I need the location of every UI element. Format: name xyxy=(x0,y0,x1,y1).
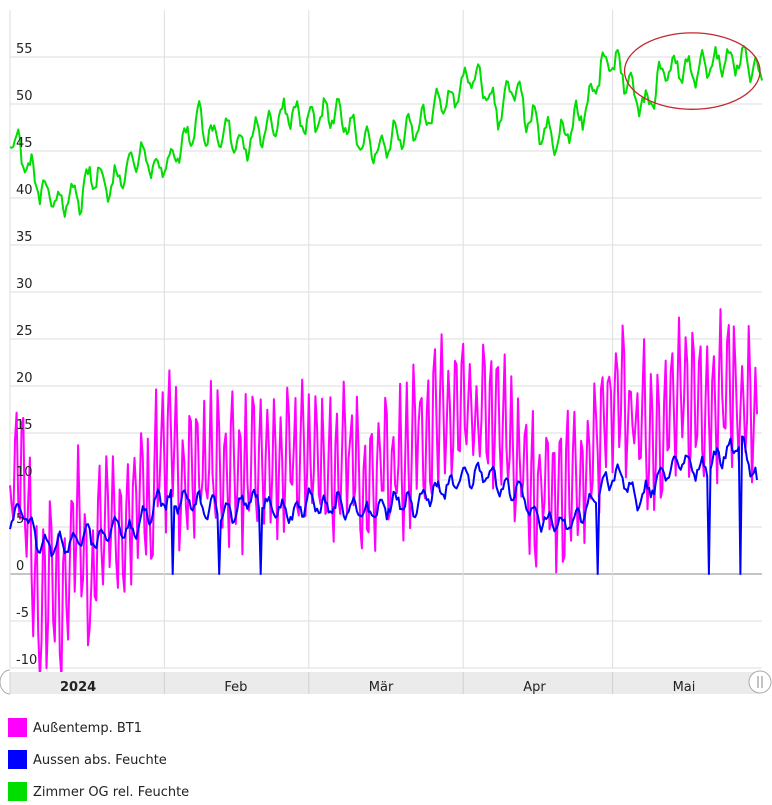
legend-swatch xyxy=(8,782,27,801)
y-tick-label: 55 xyxy=(16,42,33,57)
date-navigator[interactable]: 2024 Feb Mär Apr Mai xyxy=(0,669,772,695)
annotation-layer xyxy=(623,32,761,110)
y-tick-label: 0 xyxy=(16,559,24,574)
legend-swatch xyxy=(8,750,27,769)
legend-label: Außentemp. BT1 xyxy=(33,721,142,736)
y-tick-label: 20 xyxy=(16,371,33,386)
annotation-ellipse xyxy=(623,32,761,110)
series-line xyxy=(9,435,758,575)
legend-item[interactable]: Außentemp. BT1 xyxy=(8,718,142,737)
y-tick-label: 5 xyxy=(16,512,24,527)
y-tick-label: -10 xyxy=(16,653,37,668)
series-layer xyxy=(9,45,763,680)
legend-item[interactable]: Zimmer OG rel. Feuchte xyxy=(8,782,189,801)
y-tick-label: 30 xyxy=(16,277,33,292)
navigator-track[interactable] xyxy=(10,672,760,694)
x-tick-label: Apr xyxy=(523,680,546,695)
legend-label: Aussen abs. Feuchte xyxy=(33,753,167,768)
y-tick-label: 25 xyxy=(16,324,33,339)
x-tick-label: 2024 xyxy=(60,680,96,695)
x-axis-ticks: 2024 Feb Mär Apr Mai xyxy=(9,672,696,695)
series-line xyxy=(9,308,758,680)
y-tick-label: 40 xyxy=(16,183,33,198)
y-tick-label: -5 xyxy=(16,606,29,621)
grid xyxy=(9,10,762,669)
y-tick-label: 50 xyxy=(16,89,33,104)
y-tick-label: 45 xyxy=(16,136,33,151)
x-tick-label: Mär xyxy=(369,680,394,695)
x-tick-label: Feb xyxy=(224,680,247,695)
y-tick-label: 35 xyxy=(16,230,33,245)
scroll-handle-right-icon[interactable] xyxy=(748,670,772,694)
series-line xyxy=(9,45,763,218)
legend-label: Zimmer OG rel. Feuchte xyxy=(33,785,189,800)
x-tick-label: Mai xyxy=(673,680,696,695)
y-axis-ticks: -10 -5 0 5 10 15 20 25 30 35 40 45 50 55 xyxy=(16,42,37,668)
y-tick-label: 10 xyxy=(16,465,33,480)
legend-swatch xyxy=(8,718,27,737)
y-tick-label: 15 xyxy=(16,418,33,433)
legend-item[interactable]: Aussen abs. Feuchte xyxy=(8,750,167,769)
scroll-handle-left-icon[interactable] xyxy=(0,669,11,695)
legend: Außentemp. BT1 Aussen abs. Feuchte Zimmer … xyxy=(8,718,189,801)
